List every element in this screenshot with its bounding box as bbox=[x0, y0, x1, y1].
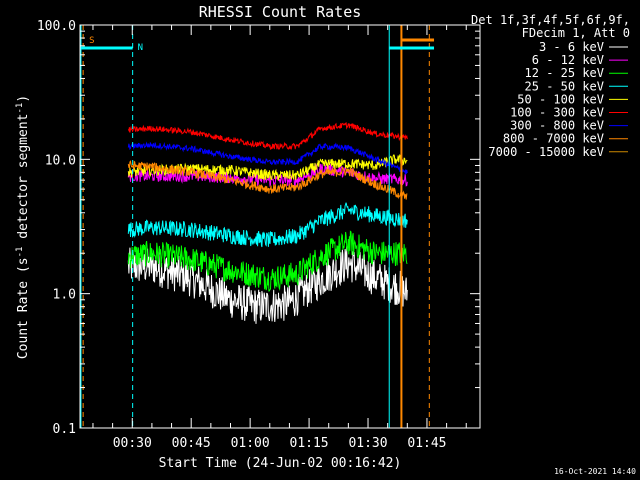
y-tick-label: 0.1 bbox=[53, 422, 76, 437]
y-tick-label: 100.0 bbox=[37, 19, 76, 34]
axes-layer: 0.1 1.0 10.0 100.0 00:30 00:45 01:00 01:15 01:30… bbox=[37, 19, 480, 451]
legend-entry-label: 6 - 12 keV bbox=[532, 53, 604, 67]
data-series-line bbox=[127, 121, 408, 151]
y-axis-label: Count Rate (s-1 detector segment-1) bbox=[15, 95, 31, 359]
legend-entry-label: 100 - 300 keV bbox=[510, 106, 604, 120]
x-tick-label: 01:15 bbox=[290, 436, 329, 451]
legend-entry-label: 12 - 25 keV bbox=[525, 66, 604, 80]
y-axis-label-exponent: -1 bbox=[15, 103, 25, 114]
event-marker-label: N bbox=[138, 43, 143, 53]
x-tick-label: 01:00 bbox=[231, 436, 270, 451]
x-tick-label: 01:30 bbox=[348, 436, 387, 451]
legend-entry-label: 25 - 50 keV bbox=[525, 79, 604, 93]
legend-header-line: FDecim 1, Att 0 bbox=[522, 26, 630, 40]
annotation-layer: SN bbox=[80, 25, 435, 428]
legend-header-line: Det 1f,3f,4f,5f,6f,9f, bbox=[471, 13, 630, 27]
legend-entry-label: 300 - 800 keV bbox=[510, 119, 604, 133]
legend-entry-label: 7000 - 15000 keV bbox=[488, 145, 604, 159]
x-tick-label: 01:45 bbox=[407, 436, 446, 451]
data-series-line bbox=[127, 141, 408, 176]
data-series-line bbox=[127, 202, 408, 248]
data-layer bbox=[127, 121, 408, 324]
y-axis-label-part: ) bbox=[16, 95, 31, 103]
data-series-line bbox=[127, 160, 408, 200]
event-marker-label: S bbox=[89, 36, 94, 46]
y-axis-label-part: Count Rate (s bbox=[16, 257, 31, 359]
x-tick-label: 00:45 bbox=[172, 436, 211, 451]
legend: Det 1f,3f,4f,5f,6f,9f, FDecim 1, Att 0 3… bbox=[471, 13, 630, 159]
plot-timestamp: 16-Oct-2021 14:40 bbox=[554, 467, 636, 476]
legend-entry-label: 3 - 6 keV bbox=[539, 40, 604, 54]
y-tick-label: 1.0 bbox=[53, 288, 76, 303]
y-axis-label-part: detector segment bbox=[16, 114, 31, 247]
data-series-line bbox=[127, 246, 408, 324]
legend-entry-label: 800 - 7000 keV bbox=[503, 132, 604, 146]
x-axis-label: Start Time (24-Jun-02 00:16:42) bbox=[159, 456, 402, 471]
data-series-line bbox=[127, 154, 408, 181]
y-tick-label: 10.0 bbox=[45, 153, 76, 168]
legend-entry-label: 50 - 100 keV bbox=[517, 92, 604, 106]
x-tick-label: 00:30 bbox=[113, 436, 152, 451]
y-axis-label-exponent: -1 bbox=[15, 247, 25, 258]
data-series-line bbox=[127, 230, 408, 292]
plot-frame bbox=[79, 24, 481, 429]
chart-title: RHESSI Count Rates bbox=[199, 3, 362, 21]
